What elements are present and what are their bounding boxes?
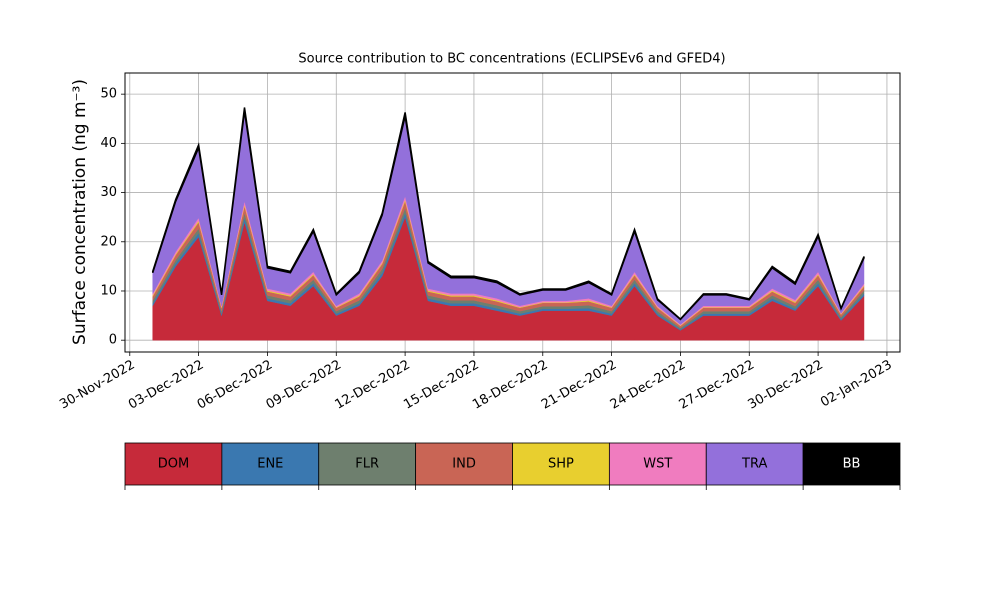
y-tick-label: 10: [100, 283, 117, 298]
x-tick-label: 21-Dec-2022: [539, 358, 619, 413]
x-tick-label: 02-Jan-2023: [818, 358, 895, 411]
legend-swatch: [608, 442, 707, 486]
y-tick-label: 0: [109, 333, 117, 348]
legend-label: TRA: [741, 457, 767, 472]
legend-swatch: [124, 442, 223, 486]
y-tick-label: 30: [100, 185, 117, 200]
x-tick-label: 06-Dec-2022: [195, 358, 275, 413]
axes-frame: [124, 72, 901, 353]
legend-label: BB: [843, 457, 861, 472]
y-tick-label: 40: [100, 136, 117, 151]
legend-swatch: [318, 442, 417, 486]
legend-swatch: [705, 442, 804, 486]
y-tick-label: 50: [100, 87, 117, 102]
y-axis-label: Surface concentration (ng m⁻³): [70, 79, 90, 345]
x-tick-label: 30-Nov-2022: [57, 358, 137, 413]
x-tick-label: 03-Dec-2022: [126, 358, 206, 413]
legend-label: SHP: [548, 457, 574, 472]
x-tick-label: 12-Dec-2022: [332, 358, 412, 413]
x-tick-label: 18-Dec-2022: [470, 358, 550, 413]
legend-swatch: [802, 442, 901, 486]
legend-label: FLR: [355, 457, 379, 472]
legend-label: ENE: [257, 457, 283, 472]
legend-label: DOM: [158, 457, 189, 472]
chart-title: Source contribution to BC concentrations…: [298, 52, 725, 67]
y-tick-label: 20: [100, 234, 117, 249]
legend-swatch: [415, 442, 513, 486]
x-tick-label: 15-Dec-2022: [401, 358, 481, 413]
legend-label: WST: [643, 457, 672, 472]
x-tick-label: 24-Dec-2022: [608, 358, 688, 413]
legend-swatch: [512, 442, 610, 486]
area: [151, 107, 865, 321]
x-tick-label: 30-Dec-2022: [745, 358, 825, 413]
x-tick-label: 27-Dec-2022: [677, 358, 757, 413]
legend-label: IND: [452, 457, 476, 472]
x-tick-label: 09-Dec-2022: [264, 358, 344, 413]
legend-swatch: [221, 442, 320, 486]
